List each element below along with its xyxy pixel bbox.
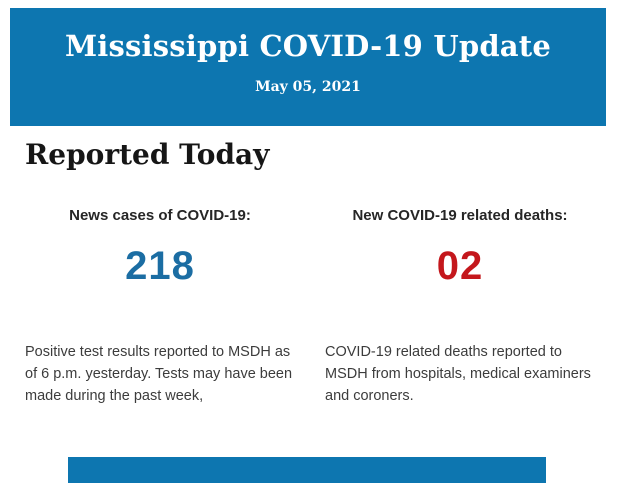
new-deaths-value: 02 (436, 244, 484, 288)
stats-columns: News cases of COVID-19: 218 Positive tes… (25, 206, 595, 407)
new-cases-label: News cases of COVID-19: (69, 207, 251, 224)
next-section-band (68, 457, 546, 483)
report-date: May 05, 2021 (255, 79, 361, 95)
new-deaths-label: New COVID-19 related deaths: (352, 207, 568, 224)
section-heading-reported-today: Reported Today (25, 138, 270, 171)
new-cases-description: Positive test results reported to MSDH a… (25, 344, 293, 404)
stat-new-cases: News cases of COVID-19: 218 Positive tes… (25, 206, 295, 407)
new-cases-value: 218 (125, 244, 195, 288)
page-title: Mississippi COVID-19 Update (64, 29, 552, 63)
stat-new-deaths: New COVID-19 related deaths: 02 COVID-19… (325, 206, 595, 407)
header-band: Mississippi COVID-19 Update May 05, 2021 (10, 8, 606, 126)
new-deaths-description: COVID-19 related deaths reported to MSDH… (325, 344, 591, 404)
